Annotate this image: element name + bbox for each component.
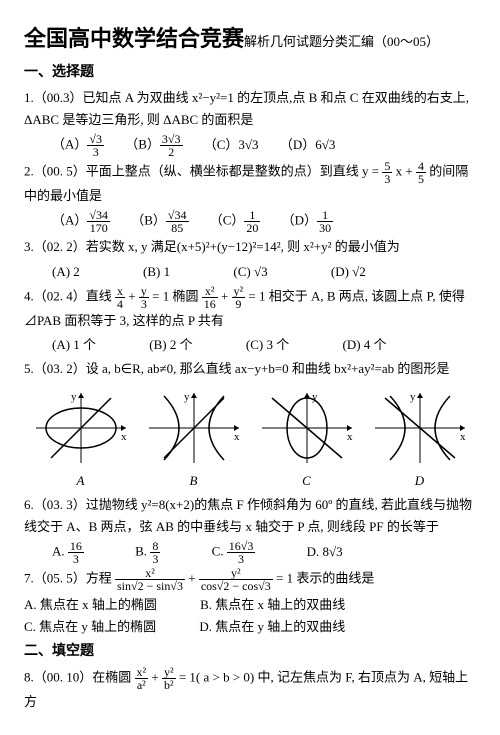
- q2-stem: 2.（00. 5）平面上整点（纵、横坐标都是整数的点）到直线 y = 53 x …: [24, 160, 476, 207]
- page-title-sub: 解析几何试题分类汇编（00～05）: [244, 34, 439, 49]
- graph-c: xy: [257, 388, 357, 468]
- svg-text:y: y: [184, 391, 190, 403]
- page-title-main: 全国高中数学结合竞赛: [24, 26, 244, 51]
- svg-text:y: y: [312, 391, 318, 403]
- svg-text:y: y: [410, 391, 416, 403]
- q1-stem: 1.（00.3）已知点 A 为双曲线 x²−y²=1 的左顶点,点 B 和点 C…: [24, 87, 476, 131]
- svg-text:x: x: [347, 431, 353, 443]
- q5-graphs: xy A xy B xy C xy D: [24, 388, 476, 492]
- section-2-head: 二、填空题: [24, 640, 476, 664]
- q1-options: （A）√33 （B）3√32 （C）3√3 （D）6√3: [24, 133, 476, 158]
- q4-stem: 4.（02. 4）直线 x4 + y3 = 1 椭圆 x²16 + y²9 = …: [24, 285, 476, 332]
- q7-options: A. 焦点在 x 轴上的椭圆 B. 焦点在 x 轴上的双曲线 C. 焦点在 y …: [24, 594, 476, 638]
- svg-text:x: x: [121, 431, 127, 443]
- q6-options: A. 163 B. 83 C. 16√33 D. 8√3: [24, 540, 476, 565]
- q3-stem: 3.（02. 2）若实数 x, y 满足(x+5)²+(y−12)²=14², …: [24, 236, 476, 258]
- graph-b: xy: [144, 388, 244, 468]
- q1-optC: （C）3√3: [204, 134, 259, 156]
- q8-stem: 8.（00. 10）在椭圆 x²a² + y²b² = 1( a > b > 0…: [24, 666, 476, 713]
- q1-optA-label: （A）: [52, 137, 87, 152]
- q4-options: (A) 1 个 (B) 2 个 (C) 3 个 (D) 4 个: [24, 334, 476, 356]
- q1-optD: （D）6√3: [280, 134, 336, 156]
- q5-stem: 5.（03. 2）设 a, b∈R, ab≠0, 那么直线 ax−y+b=0 和…: [24, 358, 476, 380]
- q2-options: （A）√34170 （B）√3485 （C）120 （D）130: [24, 209, 476, 234]
- svg-text:y: y: [71, 391, 77, 403]
- svg-text:x: x: [234, 431, 240, 443]
- q7-stem: 7.（05. 5）方程 x²sin√2 − sin√3 + y²cos√2 − …: [24, 567, 476, 592]
- q1-optB-label: （B）: [125, 137, 160, 152]
- graph-d: xy: [370, 388, 470, 468]
- q3-options: (A) 2 (B) 1 (C) √3 (D) √2: [24, 261, 476, 283]
- section-1-head: 一、选择题: [24, 61, 476, 85]
- graph-a: xy: [31, 388, 131, 468]
- q6-stem: 6.（03. 3）过抛物线 y²=8(x+2)的焦点 F 作倾斜角为 60º 的…: [24, 494, 476, 538]
- svg-text:x: x: [460, 431, 466, 443]
